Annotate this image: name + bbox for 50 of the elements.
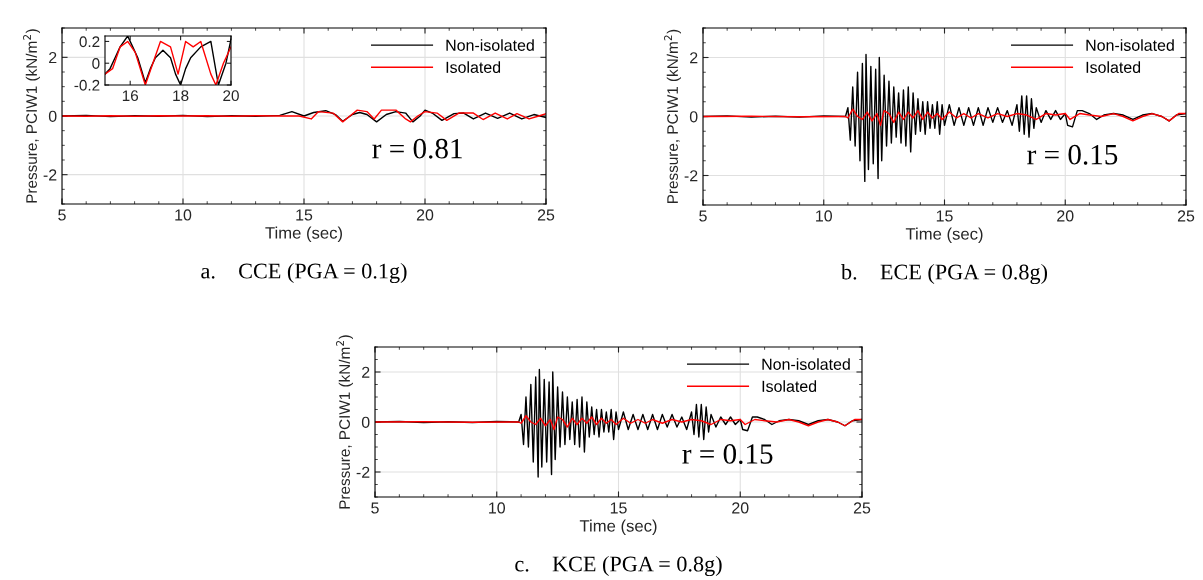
x-tick-label: 25 [1177, 210, 1195, 222]
text: c. KCE (PGA = 0.8g) [515, 555, 722, 577]
y-tick-label: 0.2 [79, 36, 100, 48]
annotation: r = 0.15 [682, 444, 773, 464]
legend-label: Isolated [762, 380, 817, 392]
y-tick-label: 0 [361, 416, 370, 428]
y-tick-label: 2 [690, 52, 698, 64]
x-tick-label: 15 [610, 502, 627, 514]
x-tick-label: 20 [416, 209, 434, 221]
legend-label: Non-isolated [762, 358, 850, 370]
y-axis-title: Pressure, PCIW1 (kN/m$^{2}$) [23, 29, 40, 203]
text: a. CCE (PGA = 0.1g) [201, 262, 407, 284]
x-tick-label: 5 [699, 210, 707, 222]
y-tick-label: -2 [356, 466, 370, 478]
x-axis-title: Time (sec) [905, 227, 983, 244]
y-axis-title: Pressure, PCIW1 (kN/m$^{2}$) [336, 335, 353, 509]
y-tick-label: 0 [92, 58, 100, 69]
y-tick-label: -2 [684, 170, 698, 182]
x-axis-title: Time (sec) [579, 519, 657, 536]
annotation: r = 0.81 [372, 138, 462, 159]
x-tick-label: 10 [489, 502, 506, 514]
line-series [375, 415, 862, 431]
y-tick-label: -2 [43, 169, 57, 181]
y-tick-label: 0 [48, 110, 57, 122]
x-tick-label: 20 [732, 502, 749, 514]
line-series [703, 108, 1186, 127]
text: b. ECE (PGA = 0.8g) [841, 263, 1048, 285]
x-tick-label: 10 [816, 210, 833, 222]
y-axis-title: Pressure, PCIW1 (kN/m$^{2}$) [664, 29, 681, 204]
y-tick-label: 2 [49, 51, 57, 64]
y-tick-label: 2 [362, 366, 370, 378]
legend-label: Isolated [1086, 61, 1141, 73]
x-tick-label: 15 [296, 209, 313, 221]
x-tick-label: 18 [173, 90, 189, 102]
legend-label: Non-isolated [446, 39, 534, 51]
x-tick-label: 20 [1057, 210, 1074, 222]
x-tick-label: 10 [175, 209, 192, 221]
x-tick-label: 5 [371, 502, 379, 514]
x-tick-label: 20 [223, 90, 239, 102]
y-tick-label: 0 [689, 111, 698, 123]
legend-label: Isolated [446, 61, 501, 73]
x-tick-label: 5 [58, 209, 66, 221]
x-tick-label: 16 [122, 90, 139, 102]
annotation: r = 0.15 [1027, 144, 1118, 165]
x-tick-label: 25 [853, 502, 871, 514]
x-tick-label: 25 [537, 209, 555, 221]
y-tick-label: -0.2 [74, 79, 100, 91]
legend-label: Non-isolated [1086, 39, 1174, 51]
x-tick-label: 15 [936, 210, 953, 222]
x-axis-title: Time (sec) [265, 226, 343, 243]
